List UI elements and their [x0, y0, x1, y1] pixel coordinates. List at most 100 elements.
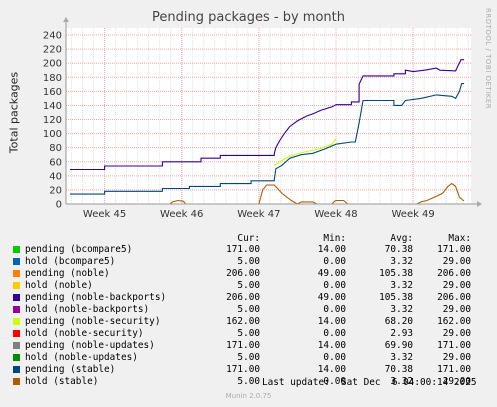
legend-min-value: 0.00 — [323, 328, 346, 339]
legend-row: pending (noble-updates) 171.00 14.00 69.90 1… — [0, 340, 497, 351]
legend-row: hold (noble) 5.00 0.00 3.32 29.00 — [0, 280, 497, 291]
legend-avg-value: 3.32 — [390, 376, 413, 387]
legend-swatch — [13, 258, 20, 265]
legend-max-value: 29.00 — [442, 256, 471, 267]
legend-label: hold (noble-backports) — [25, 304, 150, 315]
legend-label: hold (stable) — [25, 376, 99, 387]
legend-swatch — [13, 342, 20, 349]
x-tick-label: Week 48 — [314, 209, 357, 220]
legend-avg-value: 69.90 — [384, 340, 413, 351]
y-tick-label: 100 — [43, 129, 62, 140]
legend-max-value: 162.00 — [437, 316, 471, 327]
legend-min-value: 14.00 — [317, 316, 346, 327]
legend-label: pending (noble) — [25, 268, 110, 279]
series-line — [69, 59, 465, 171]
legend-min-value: 0.00 — [323, 376, 346, 387]
legend-row: hold (noble-security) 5.00 0.00 2.93 29.00 — [0, 328, 497, 339]
legend-swatch — [13, 318, 20, 325]
legend-min-value: 0.00 — [323, 280, 346, 291]
legend-label: pending (stable) — [25, 364, 116, 375]
legend-avg-value: 3.32 — [390, 304, 413, 315]
legend-cur-value: 171.00 — [226, 364, 260, 375]
legend-label: hold (noble) — [25, 280, 93, 291]
legend-min-value: 14.00 — [317, 340, 346, 351]
y-tick-label: 40 — [49, 171, 62, 182]
legend-avg-value: 68.20 — [384, 316, 413, 327]
legend-min-value: 0.00 — [323, 256, 346, 267]
legend-cur-value: 5.00 — [237, 304, 260, 315]
legend-max-value: 29.00 — [442, 328, 471, 339]
legend-cur-value: 5.00 — [237, 328, 260, 339]
legend-row: pending (noble-security) 162.00 14.00 68.20… — [0, 316, 497, 327]
last-update: Last update: Sat Dec 6 04:00:14 2025 — [262, 377, 477, 388]
chart-svg: 0 20 40 60 80 100 120 140 160 180 200 220 240 Week 45… — [43, 17, 482, 220]
legend-cur-value: 5.00 — [237, 280, 260, 291]
legend-min-value: 0.00 — [323, 352, 346, 363]
legend-avg-value: 2.93 — [390, 328, 413, 339]
legend-row: pending (stable) 171.00 14.00 70.38 171.00 — [0, 364, 497, 375]
legend-cur-value: 5.00 — [237, 256, 260, 267]
legend-max-value: 171.00 — [437, 340, 471, 351]
legend-swatch — [13, 306, 20, 313]
legend-cur-value: 171.00 — [226, 340, 260, 351]
legend-max-value: 29.00 — [442, 376, 471, 387]
legend-max-value: 171.00 — [437, 244, 471, 255]
chart-title: Pending packages - by month — [152, 10, 345, 25]
series-line — [274, 138, 337, 166]
legend-row: pending (bcompare5) 171.00 14.00 70.38 171.0… — [0, 244, 497, 255]
legend-row: hold (noble-updates) 5.00 0.00 3.32 29.00 — [0, 352, 497, 363]
legend-cur-value: 171.00 — [226, 244, 260, 255]
legend-avg-value: 3.32 — [390, 280, 413, 291]
legend-avg-value: 3.32 — [390, 256, 413, 267]
legend-label: hold (noble-updates) — [25, 352, 138, 363]
legend-row: hold (bcompare5) 5.00 0.00 3.32 29.00 — [0, 256, 497, 267]
legend-cur-value: 206.00 — [226, 292, 260, 303]
legend-header-avg: Avg: — [390, 233, 413, 244]
legend-swatch — [13, 366, 20, 373]
y-tick-label: 140 — [43, 101, 62, 112]
legend-max-value: 206.00 — [437, 292, 471, 303]
legend-row: pending (noble) 206.00 49.00 105.38 206.00 — [0, 268, 497, 279]
legend-max-value: 29.00 — [442, 280, 471, 291]
axes: 0 20 40 60 80 100 120 140 160 180 200 220 240 Week 45… — [43, 17, 482, 220]
munin-version: Munin 2.0.75 — [225, 392, 272, 400]
legend-header-min: Min: — [323, 233, 346, 244]
y-tick-label: 80 — [49, 143, 62, 154]
x-axis-arrow — [477, 201, 482, 207]
legend-label: pending (noble-backports) — [25, 292, 167, 303]
y-tick-label: 240 — [43, 31, 62, 42]
rrdtool-side-label: RRDTOOL / TOBI OETIKER — [484, 8, 492, 110]
legend-swatch — [13, 282, 20, 289]
x-tick-label: Week 49 — [391, 209, 434, 220]
legend-cur-value: 5.00 — [237, 376, 260, 387]
legend-row: hold (stable) 5.00 0.00 3.32 29.00 — [0, 376, 497, 387]
legend-min-value: 49.00 — [317, 268, 346, 279]
legend-swatch — [13, 378, 20, 385]
legend-swatch — [13, 354, 20, 361]
legend-header-cur: Cur: — [237, 233, 260, 244]
legend-cur-value: 206.00 — [226, 268, 260, 279]
legend-max-value: 171.00 — [437, 364, 471, 375]
legend-swatch — [13, 270, 20, 277]
legend-max-value: 29.00 — [442, 352, 471, 363]
y-axis-arrow — [63, 17, 69, 22]
legend-avg-value: 70.38 — [384, 364, 413, 375]
legend-swatch — [13, 246, 20, 253]
legend-cur-value: 5.00 — [237, 352, 260, 363]
legend-min-value: 14.00 — [317, 244, 346, 255]
y-tick-label: 0 — [56, 200, 62, 211]
y-tick-label: 160 — [43, 87, 62, 98]
y-tick-label: 220 — [43, 45, 62, 56]
legend-avg-value: 105.38 — [379, 268, 413, 279]
y-tick-label: 20 — [49, 185, 62, 196]
y-tick-label: 60 — [49, 157, 62, 168]
legend-row: hold (noble-backports) 5.00 0.00 3.32 29.00 — [0, 304, 497, 315]
series-line — [69, 83, 465, 195]
legend-row: pending (noble-backports) 206.00 49.00 105.… — [0, 292, 497, 303]
y-tick-label: 200 — [43, 59, 62, 70]
legend-avg-value: 3.32 — [390, 352, 413, 363]
x-tick-label: Week 46 — [160, 209, 203, 220]
grid-lines — [66, 28, 471, 205]
legend-label: pending (bcompare5) — [25, 244, 133, 255]
y-tick-label: 180 — [43, 73, 62, 84]
